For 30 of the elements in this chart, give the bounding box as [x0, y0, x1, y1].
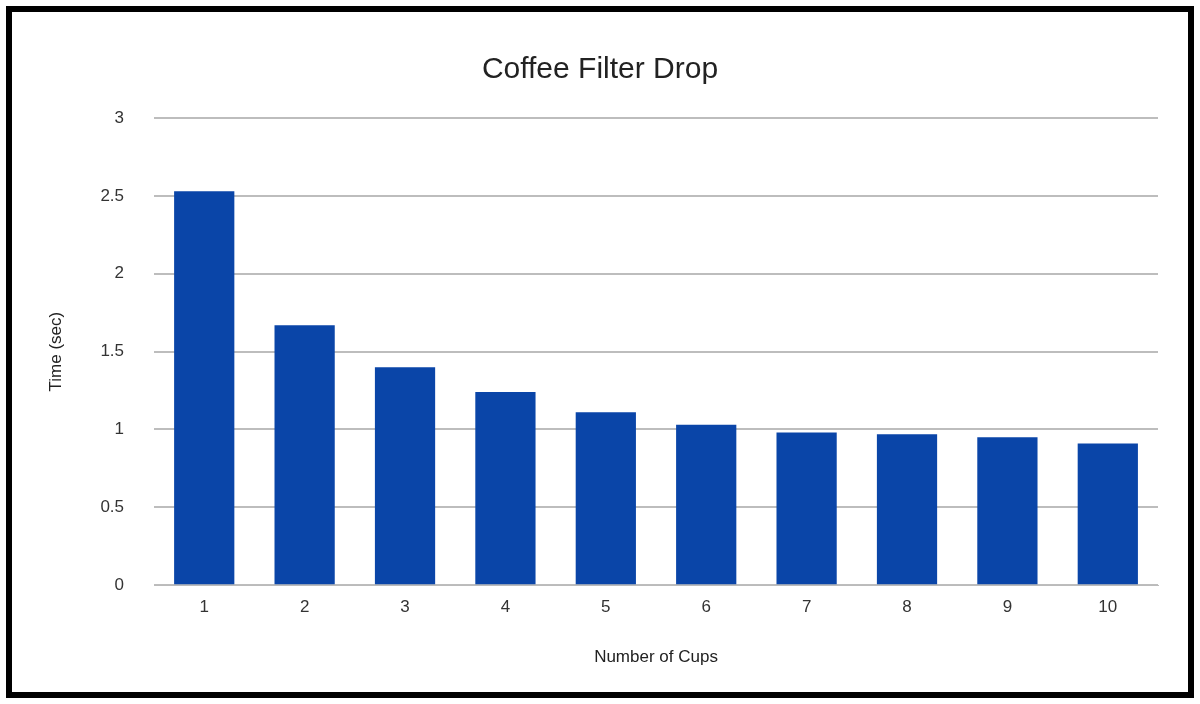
x-tick-label: 8: [902, 597, 912, 617]
x-tick-label: 3: [400, 597, 410, 617]
y-tick-label: 2.5: [100, 185, 125, 205]
bar: [575, 412, 636, 585]
y-tick-label: 2: [114, 263, 125, 283]
x-axis-title: Number of Cups: [594, 647, 718, 667]
bar: [475, 392, 536, 585]
x-tick-label: 9: [1002, 597, 1013, 617]
x-tick-label: 10: [1098, 597, 1118, 617]
y-tick-label: 3: [114, 107, 125, 127]
y-tick-label: 1.5: [100, 341, 125, 361]
bar: [174, 191, 235, 585]
bar: [274, 325, 335, 585]
bar: [374, 367, 436, 585]
y-tick-label: 1: [114, 419, 125, 439]
x-tick-label: 5: [601, 597, 611, 617]
x-tick-label: 2: [299, 597, 310, 617]
chart-title: Coffee Filter Drop: [481, 51, 719, 85]
bar: [977, 437, 1038, 585]
bar: [1077, 443, 1138, 585]
bar: [776, 432, 837, 585]
y-axis-title: Time (sec): [45, 311, 65, 392]
bar: [676, 424, 737, 585]
y-tick-label: 0: [114, 574, 125, 594]
x-tick-label: 1: [199, 597, 209, 617]
x-tick-label: 6: [701, 597, 711, 617]
x-tick-label: 7: [801, 597, 812, 617]
bar: [876, 434, 938, 585]
y-tick-label: 0.5: [100, 497, 125, 517]
x-tick-label: 4: [500, 597, 511, 617]
